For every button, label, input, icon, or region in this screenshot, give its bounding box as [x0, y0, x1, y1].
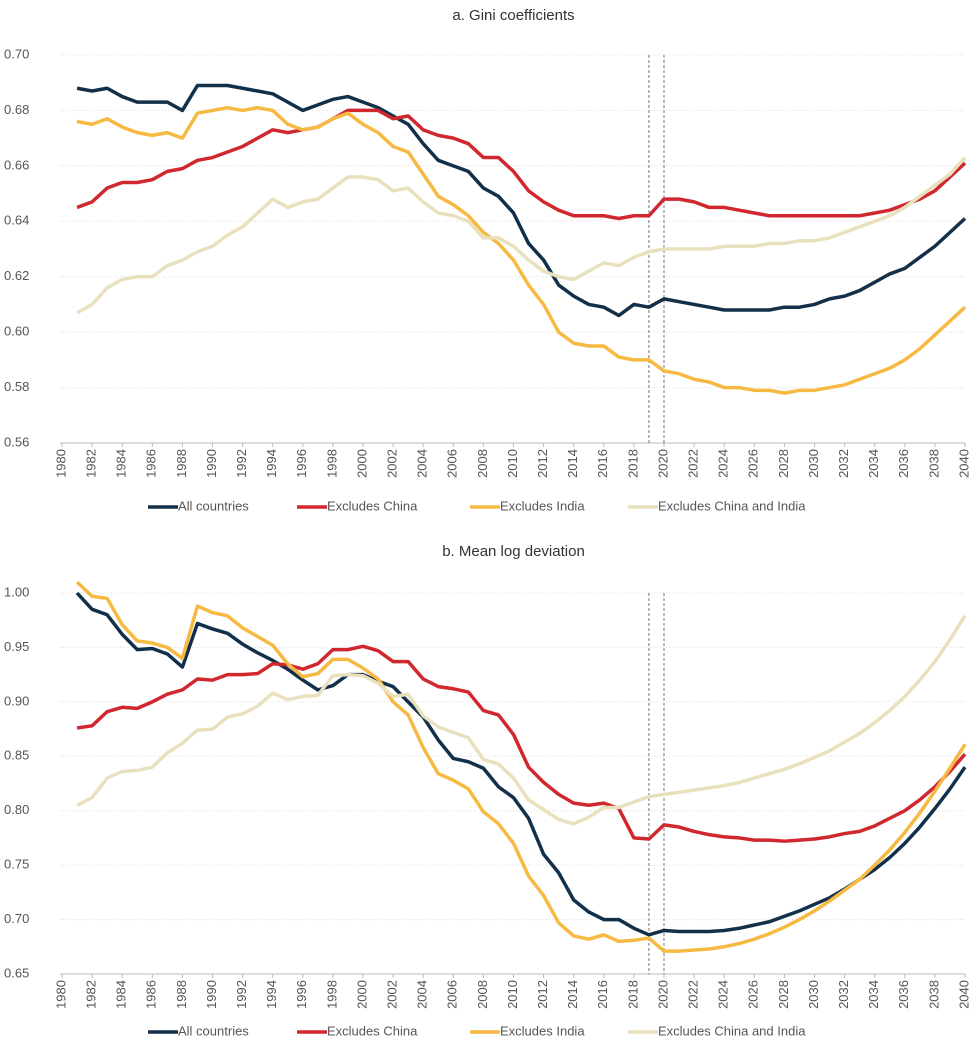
x-tick-label: 1986 [144, 449, 159, 478]
x-tick-label: 2004 [415, 449, 430, 478]
legend-label: All countries [178, 1023, 249, 1038]
x-tick-label: 1988 [174, 449, 189, 478]
x-tick-label: 1998 [324, 980, 339, 1009]
x-tick-label: 2026 [746, 980, 761, 1009]
x-tick-label: 1992 [234, 980, 249, 1009]
x-tick-label: 2000 [354, 449, 369, 478]
x-tick-label: 2018 [625, 449, 640, 478]
series-line [76, 105, 967, 395]
x-tick-label: 2006 [445, 449, 460, 478]
y-tick-label: 0.70 [4, 911, 29, 926]
x-tick-label: 2022 [686, 449, 701, 478]
legend-label: Excludes India [500, 498, 585, 513]
legend-label: All countries [178, 498, 249, 513]
x-tick-label: 1984 [114, 980, 129, 1009]
x-tick-label: 2034 [866, 449, 881, 478]
x-tick-label: 2020 [655, 449, 670, 478]
x-tick-label: 2002 [385, 980, 400, 1009]
x-tick-label: 1992 [234, 449, 249, 478]
x-tick-label: 2032 [836, 449, 851, 478]
x-tick-label: 1990 [204, 980, 219, 1009]
series-line [76, 614, 967, 826]
x-tick-label: 1984 [114, 449, 129, 478]
y-tick-label: 0.90 [4, 693, 29, 708]
series-line [76, 156, 967, 315]
series-line [76, 83, 967, 318]
chart-title: a. Gini coefficients [452, 7, 574, 24]
legend-label: Excludes China and India [658, 498, 806, 513]
x-tick-label: 2000 [354, 980, 369, 1009]
x-tick-label: 1996 [294, 449, 309, 478]
x-tick-label: 2010 [505, 980, 520, 1009]
x-tick-label: 1980 [53, 980, 68, 1009]
x-tick-label: 2016 [595, 980, 610, 1009]
x-tick-label: 1986 [144, 980, 159, 1009]
x-tick-label: 2014 [565, 980, 580, 1009]
legend-label: Excludes India [500, 1023, 585, 1038]
x-tick-label: 2016 [595, 449, 610, 478]
x-tick-label: 2012 [535, 980, 550, 1009]
x-tick-label: 1982 [84, 980, 99, 1009]
legend-label: Excludes China [327, 1023, 418, 1038]
x-tick-label: 2040 [956, 980, 971, 1009]
x-tick-label: 2038 [926, 980, 941, 1009]
x-tick-label: 2028 [776, 449, 791, 478]
x-tick-label: 2038 [926, 449, 941, 478]
y-tick-label: 0.95 [4, 639, 29, 654]
legend-label: Excludes China [327, 498, 418, 513]
x-tick-label: 2018 [625, 980, 640, 1009]
x-tick-label: 2022 [686, 980, 701, 1009]
y-tick-label: 0.70 [4, 46, 29, 61]
x-tick-label: 2006 [445, 980, 460, 1009]
x-tick-label: 2036 [896, 449, 911, 478]
x-tick-label: 1982 [84, 449, 99, 478]
x-tick-label: 1988 [174, 980, 189, 1009]
x-tick-label: 2030 [806, 980, 821, 1009]
x-tick-label: 1994 [264, 449, 279, 478]
x-tick-label: 2024 [716, 980, 731, 1009]
y-tick-label: 0.62 [4, 268, 29, 283]
y-tick-label: 0.85 [4, 748, 29, 763]
x-tick-label: 1998 [324, 449, 339, 478]
y-tick-label: 0.75 [4, 857, 29, 872]
y-tick-label: 0.65 [4, 965, 29, 980]
y-tick-label: 0.58 [4, 379, 29, 394]
x-tick-label: 1990 [204, 449, 219, 478]
x-tick-label: 2026 [746, 449, 761, 478]
x-tick-label: 2014 [565, 449, 580, 478]
y-tick-label: 0.66 [4, 157, 29, 172]
x-tick-label: 2028 [776, 980, 791, 1009]
x-tick-label: 2032 [836, 980, 851, 1009]
y-tick-label: 1.00 [4, 584, 29, 599]
x-tick-label: 2020 [655, 980, 670, 1009]
y-tick-label: 0.60 [4, 324, 29, 339]
x-tick-label: 2034 [866, 980, 881, 1009]
x-tick-label: 2008 [475, 980, 490, 1009]
x-tick-label: 2004 [415, 980, 430, 1009]
x-tick-label: 1994 [264, 980, 279, 1009]
y-tick-label: 0.64 [4, 213, 29, 228]
series-line [76, 108, 967, 221]
series-line [75, 591, 967, 937]
y-tick-label: 0.56 [4, 434, 29, 449]
y-tick-label: 0.68 [4, 102, 29, 117]
x-tick-label: 2010 [505, 449, 520, 478]
x-tick-label: 2008 [475, 449, 490, 478]
chart-title: b. Mean log deviation [442, 543, 585, 560]
x-tick-label: 2024 [716, 449, 731, 478]
x-tick-label: 2002 [385, 449, 400, 478]
series-line [75, 580, 967, 953]
series-line [76, 644, 967, 843]
x-tick-label: 1996 [294, 980, 309, 1009]
x-tick-label: 2012 [535, 449, 550, 478]
y-tick-label: 0.80 [4, 802, 29, 817]
x-tick-label: 2040 [956, 449, 971, 478]
x-tick-label: 2030 [806, 449, 821, 478]
x-tick-label: 1980 [53, 449, 68, 478]
x-tick-label: 2036 [896, 980, 911, 1009]
legend-label: Excludes China and India [658, 1023, 806, 1038]
